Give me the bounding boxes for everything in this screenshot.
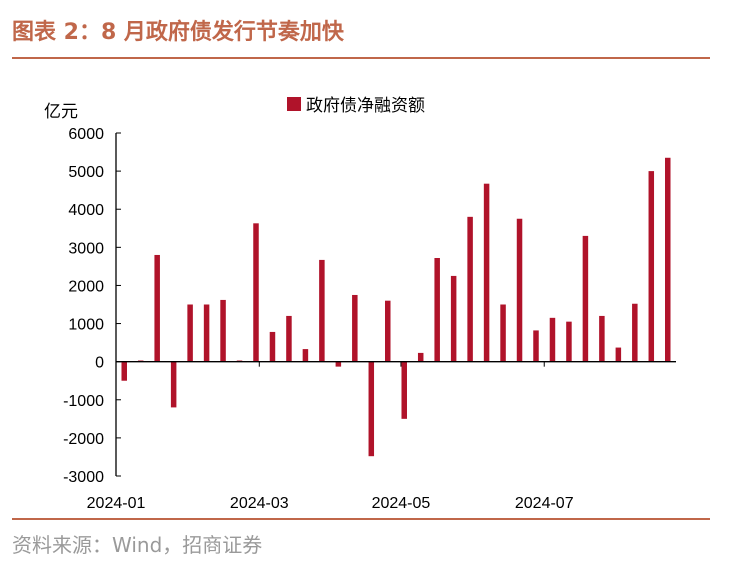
x-tick-label: 2024-03 <box>230 495 289 512</box>
axes-group: -3000 -2000 -1000 0 1000 2000 3000 4000 5000 6000… <box>63 126 676 512</box>
bar <box>483 183 490 362</box>
y-axis-unit-label: 亿元 <box>44 102 78 122</box>
bar <box>500 304 506 362</box>
x-tick-label: 2024-05 <box>372 495 431 512</box>
x-tick-label: 2024-07 <box>515 495 574 512</box>
bar <box>385 300 391 362</box>
y-tick-label: 2000 <box>68 278 104 295</box>
bar <box>302 349 309 362</box>
bar <box>269 331 276 362</box>
legend-swatch <box>287 97 301 111</box>
bar <box>352 294 358 362</box>
bar <box>401 361 407 419</box>
y-tick-label: 0 <box>95 355 104 372</box>
source-rule <box>12 518 710 520</box>
y-tick-label: 5000 <box>68 164 104 181</box>
bar <box>286 315 292 362</box>
y-tick-label: 1000 <box>68 317 104 334</box>
bar <box>220 299 226 362</box>
y-tick-label: -3000 <box>63 469 104 486</box>
figure-title: 图表 2：8 月政府债发行节奏加快 <box>12 20 344 45</box>
bar <box>467 216 473 362</box>
bar <box>632 303 638 362</box>
bar <box>648 171 655 362</box>
bar <box>203 304 210 362</box>
legend-label: 政府债净融资额 <box>306 96 425 116</box>
bar <box>253 223 259 362</box>
bar <box>599 315 605 362</box>
bar <box>187 304 193 362</box>
bar <box>533 330 539 362</box>
bar <box>335 361 342 367</box>
x-tick-label: 2024-01 <box>87 495 146 512</box>
bar <box>450 275 457 362</box>
source-note: 资料来源：Wind，招商证券 <box>12 533 263 557</box>
bar <box>549 317 556 362</box>
bar <box>516 218 523 362</box>
legend-group: 政府债净融资额 <box>287 96 425 116</box>
bar <box>170 361 177 408</box>
y-tick-label: 3000 <box>68 240 104 257</box>
bar <box>368 361 375 457</box>
bar <box>434 258 440 362</box>
bar <box>319 259 325 362</box>
bar <box>417 352 424 362</box>
title-rule <box>12 57 710 59</box>
bar <box>566 321 572 362</box>
y-tick-label: -1000 <box>63 393 104 410</box>
bar <box>665 157 671 362</box>
bar <box>121 361 127 381</box>
y-tick-label: 6000 <box>68 126 104 143</box>
bars-group <box>121 157 671 457</box>
y-tick-label: -2000 <box>63 431 104 448</box>
y-tick-label: 4000 <box>68 202 104 219</box>
bar <box>582 235 589 362</box>
bar <box>154 254 160 362</box>
bar <box>615 347 622 362</box>
